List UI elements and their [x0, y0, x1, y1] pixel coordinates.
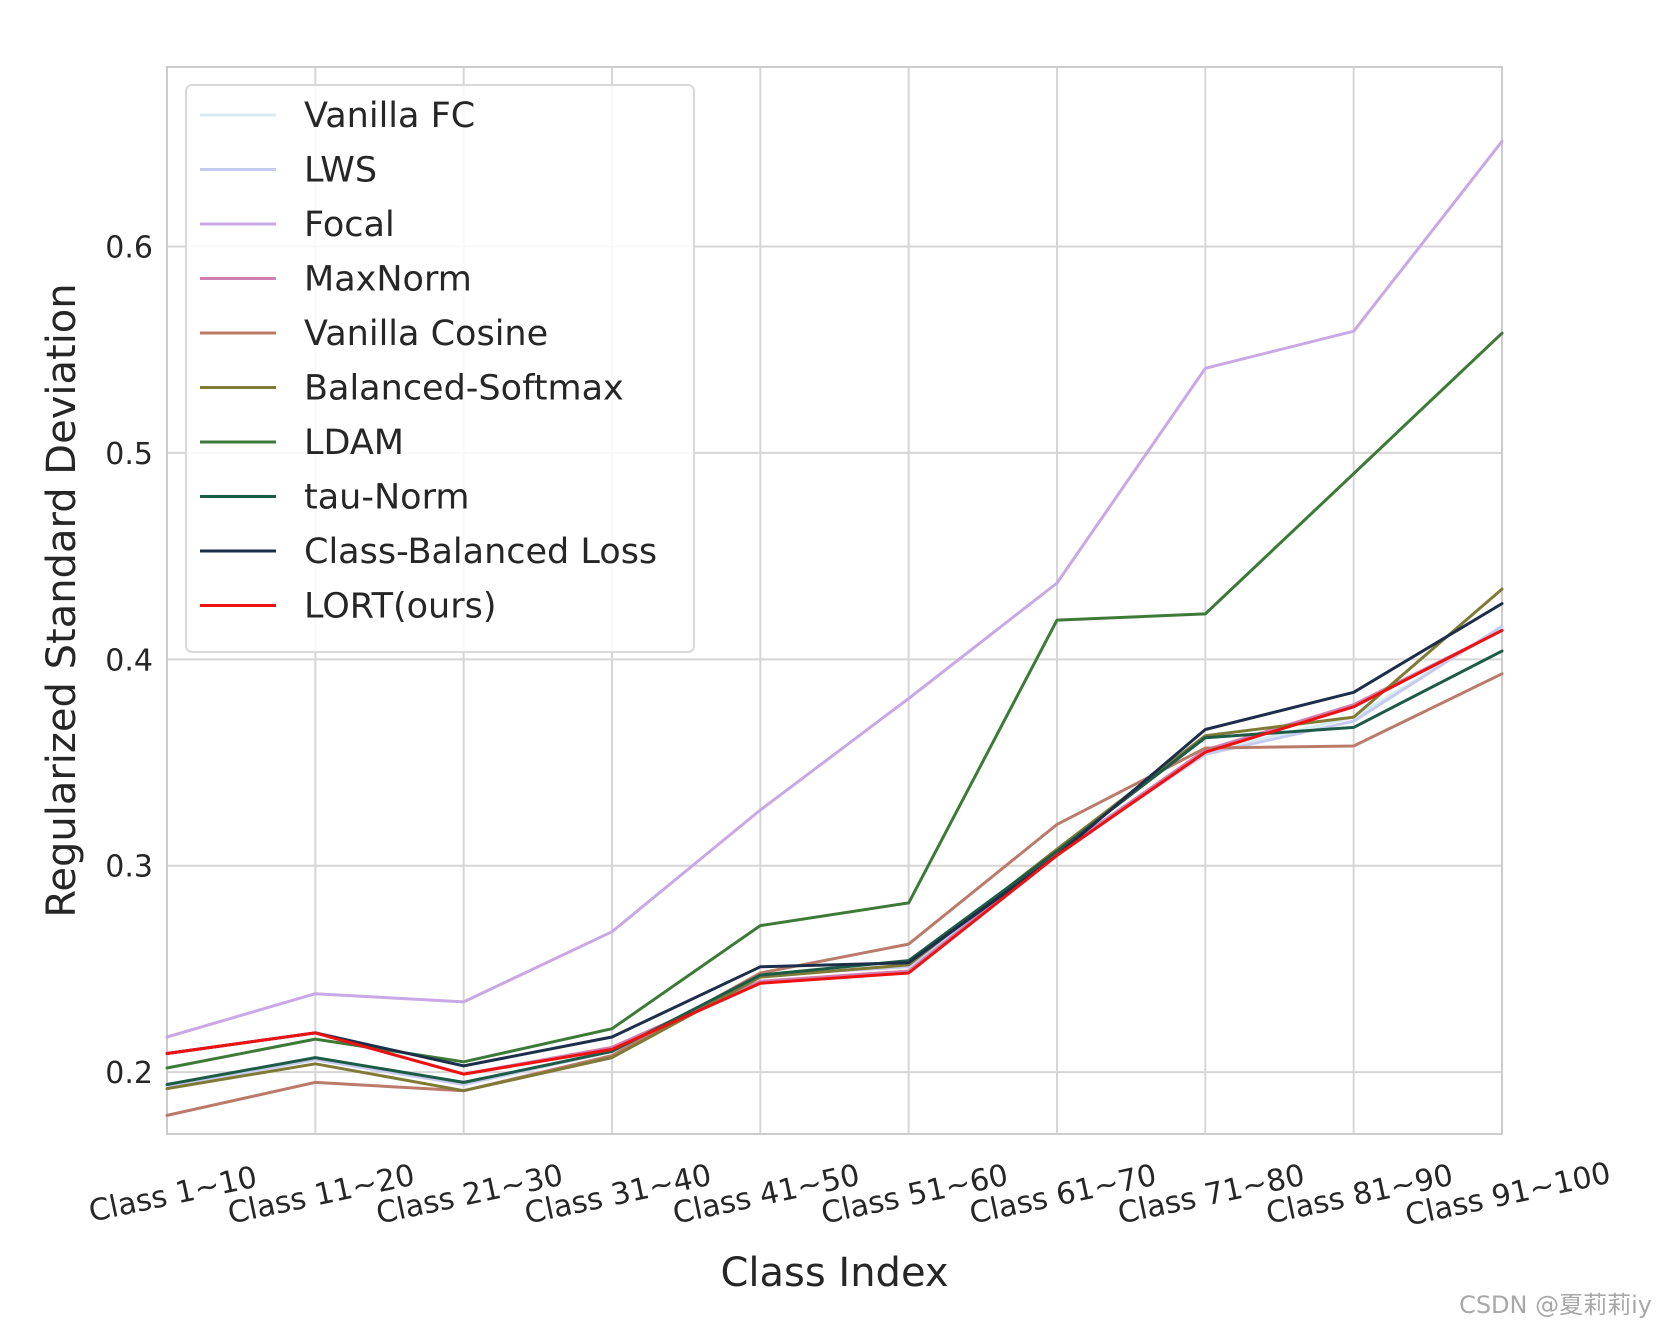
legend-box — [185, 84, 695, 653]
series-line-class-balanced-loss — [165, 602, 1504, 1068]
plot-frame — [166, 66, 1503, 1135]
series-lines — [165, 139, 1504, 1117]
x-axis-title: Class Index — [720, 1250, 948, 1296]
legend-label-lort-ours: LORT(ours) — [304, 587, 496, 627]
y-tick-label: 0.4 — [105, 643, 153, 678]
legend-label-lws: LWS — [304, 151, 377, 191]
series-line-vanilla-cosine — [165, 672, 1504, 1117]
y-axis-title: Regularized Standard Deviation — [39, 283, 85, 917]
watermark: CSDN @夏莉莉iy — [1459, 1291, 1652, 1319]
y-tick-label: 0.6 — [105, 231, 153, 266]
legend-label-maxnorm: MaxNorm — [304, 260, 472, 300]
y-tick-label: 0.2 — [105, 1056, 153, 1091]
legend-label-balanced-softmax: Balanced-Softmax — [304, 369, 624, 409]
series-line-balanced-softmax — [165, 587, 1504, 1093]
y-tick-label: 0.3 — [105, 850, 153, 885]
legend-label-class-balanced-loss: Class-Balanced Loss — [304, 532, 657, 572]
legend-label-ldam: LDAM — [304, 423, 404, 463]
series-line-tau-norm — [165, 649, 1504, 1086]
legend-label-vanilla-fc: Vanilla FC — [304, 96, 475, 136]
legend-label-focal: Focal — [304, 205, 395, 245]
legend: Vanilla FC LWS Focal MaxNorm Vanilla Cosine B… — [185, 84, 695, 653]
y-tick-label: 0.5 — [105, 437, 153, 472]
legend-label-tau-norm: tau-Norm — [304, 478, 469, 518]
y-tick-labels: 0.2 0.3 0.4 0.5 0.6 — [105, 231, 153, 1092]
series-line-lort-ours — [165, 628, 1504, 1076]
legend-label-vanilla-cosine: Vanilla Cosine — [304, 314, 548, 354]
series-line-focal — [165, 139, 1504, 1039]
